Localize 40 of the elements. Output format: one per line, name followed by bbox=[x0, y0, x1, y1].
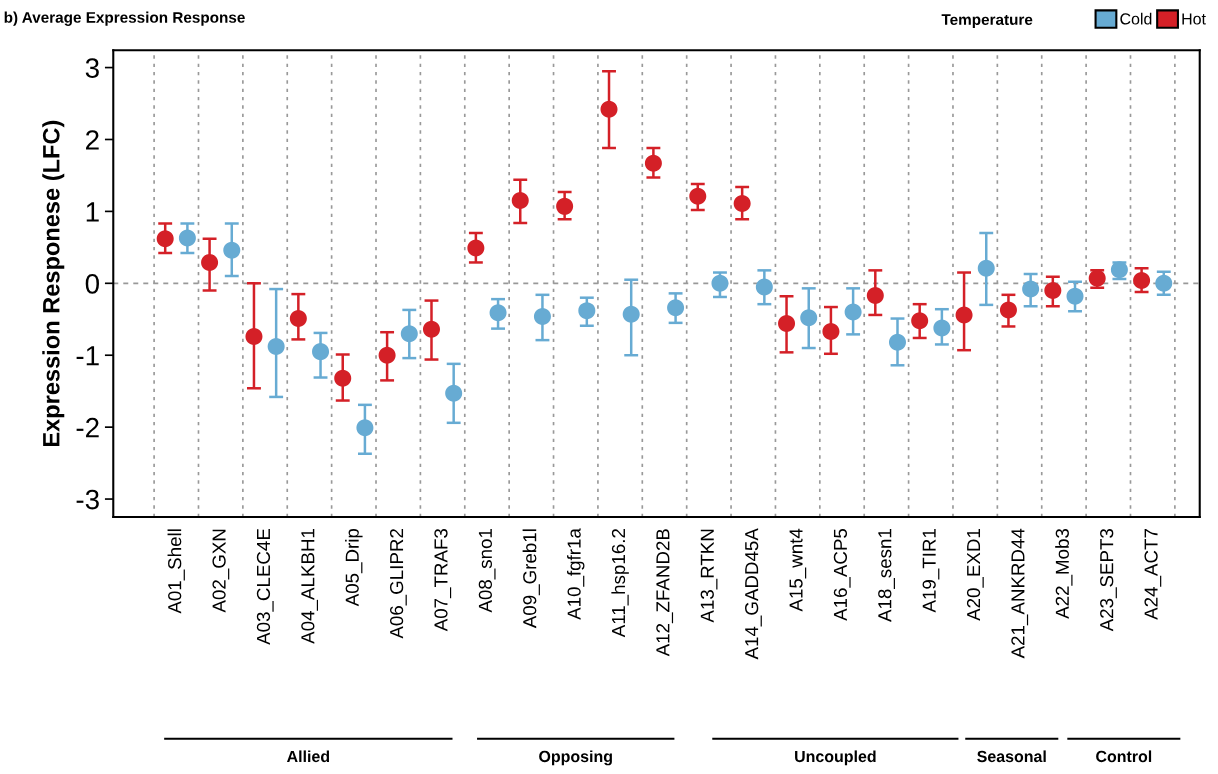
text: Opposing bbox=[539, 750, 612, 766]
x-tick-label: A02_GXN bbox=[212, 529, 230, 613]
x-tick-label: A04_ALKBH1 bbox=[301, 529, 319, 644]
y-tick-label: 2 bbox=[86, 130, 99, 150]
x-tick-label: A22_Mob3 bbox=[1055, 528, 1073, 619]
x-tick-label: A13_RTKN bbox=[700, 529, 718, 623]
x-tick-label: A15_wnt4 bbox=[789, 528, 807, 612]
x-tick-label: A24_ACT7 bbox=[1144, 529, 1162, 620]
text: Allied bbox=[286, 750, 330, 763]
x-tick-label: A12_ZFAND2B bbox=[656, 529, 674, 657]
y-tick-label: 3 bbox=[85, 58, 99, 78]
x-tick-label: A11_hsp16.2 bbox=[611, 529, 629, 638]
y-tick-label: 0 bbox=[85, 273, 99, 294]
x-tick-label: A06_GLIPR2 bbox=[389, 529, 407, 639]
x-tick-label: A10_fgfr1a bbox=[567, 528, 585, 620]
text: Uncoupled bbox=[795, 750, 876, 766]
x-tick-label: A09_Greb1l bbox=[522, 529, 540, 629]
y-tick-label: -1 bbox=[76, 346, 99, 366]
y-tick-label: -3 bbox=[76, 489, 99, 510]
legend-label: Hot bbox=[1182, 13, 1206, 25]
y-tick-label: -2 bbox=[76, 417, 99, 438]
legend-title: Temperature bbox=[941, 14, 1033, 29]
x-tick-label: A16_ACP5 bbox=[833, 528, 851, 621]
x-tick-label: A07_TRAF3 bbox=[434, 528, 452, 632]
y-tick-label: 1 bbox=[86, 202, 99, 222]
x-tick-label: A23_SEPT3 bbox=[1100, 528, 1117, 632]
text: Control bbox=[1096, 750, 1152, 763]
x-tick-label: A20_EXD1 bbox=[966, 529, 984, 621]
y-axis-title: Expression Responese (LFC) bbox=[42, 120, 65, 447]
x-tick-label: A19_TIR1 bbox=[922, 529, 940, 613]
x-tick-label: A14_GADD45A bbox=[745, 528, 762, 660]
x-tick-label: A08_sno1 bbox=[478, 529, 496, 613]
chart-title: b) Average Expression Response bbox=[4, 11, 245, 26]
x-tick-label: A01_Shell bbox=[167, 529, 185, 614]
legend-label: Cold bbox=[1120, 12, 1152, 25]
x-tick-label: A03_CLEC4E bbox=[256, 528, 274, 645]
x-tick-label: A21_ANKRD44 bbox=[1011, 528, 1029, 659]
x-tick-label: A05_Drip bbox=[345, 528, 363, 607]
x-tick-label: A18_sesn1 bbox=[878, 529, 895, 622]
text: Seasonal bbox=[977, 750, 1046, 763]
